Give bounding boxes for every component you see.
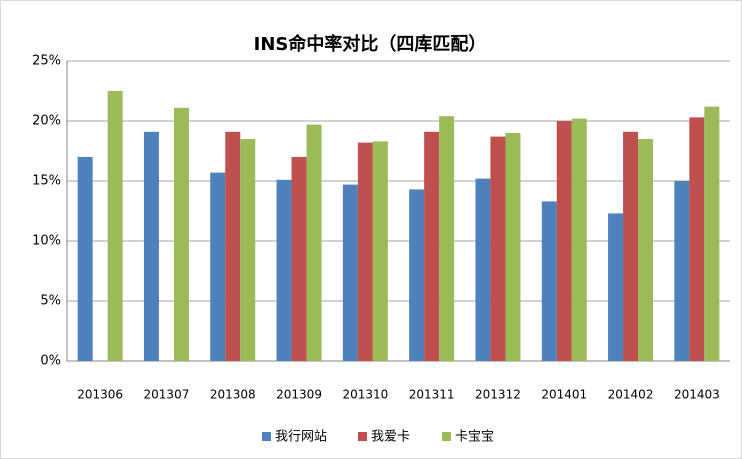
legend-swatch	[262, 432, 271, 441]
bar	[372, 141, 388, 361]
bar	[505, 133, 521, 361]
x-tick-label: 201403	[674, 388, 720, 402]
bar	[409, 189, 425, 361]
bar	[357, 142, 373, 361]
bar	[306, 124, 322, 361]
bar	[704, 106, 720, 361]
bar	[608, 213, 624, 361]
bar	[689, 117, 705, 362]
bar	[107, 91, 123, 361]
legend-label: 我行网站	[275, 430, 327, 445]
legend-swatch	[358, 432, 367, 441]
legend-label: 卡宝宝	[455, 430, 494, 445]
chart-title: INS命中率对比（四库匹配）	[254, 33, 487, 55]
y-tick-label: 20%	[32, 114, 61, 129]
bar	[439, 116, 455, 361]
x-tick-label: 201309	[276, 388, 322, 402]
bar	[424, 131, 440, 361]
bar	[674, 181, 690, 361]
y-tick-label: 15%	[32, 174, 61, 189]
legend-swatch	[442, 432, 451, 441]
bar	[623, 131, 639, 361]
bar	[556, 121, 572, 361]
x-tick-label: 201306	[77, 388, 123, 402]
bar	[240, 139, 256, 361]
x-tick-label: 201310	[342, 388, 388, 402]
bar	[276, 179, 292, 361]
bar	[475, 178, 491, 361]
bar	[342, 184, 358, 361]
bar	[77, 157, 93, 361]
bar	[571, 118, 587, 361]
bar	[541, 201, 557, 361]
bar	[225, 131, 241, 361]
x-tick-label: 201402	[608, 388, 654, 402]
bar	[291, 157, 307, 361]
y-tick-label: 25%	[32, 54, 61, 69]
x-tick-label: 201307	[144, 388, 190, 402]
bar	[490, 136, 506, 361]
x-tick-label: 201401	[541, 388, 587, 402]
y-tick-label: 10%	[32, 234, 61, 249]
bar	[210, 172, 226, 361]
bar	[143, 131, 159, 361]
x-tick-label: 201311	[409, 388, 455, 402]
y-tick-label: 0%	[40, 354, 61, 369]
bar	[638, 139, 654, 361]
bar	[173, 107, 189, 361]
y-tick-label: 5%	[40, 294, 61, 309]
x-tick-label: 201312	[475, 388, 521, 402]
legend-label: 我爱卡	[371, 430, 410, 445]
x-tick-label: 201308	[210, 388, 256, 402]
